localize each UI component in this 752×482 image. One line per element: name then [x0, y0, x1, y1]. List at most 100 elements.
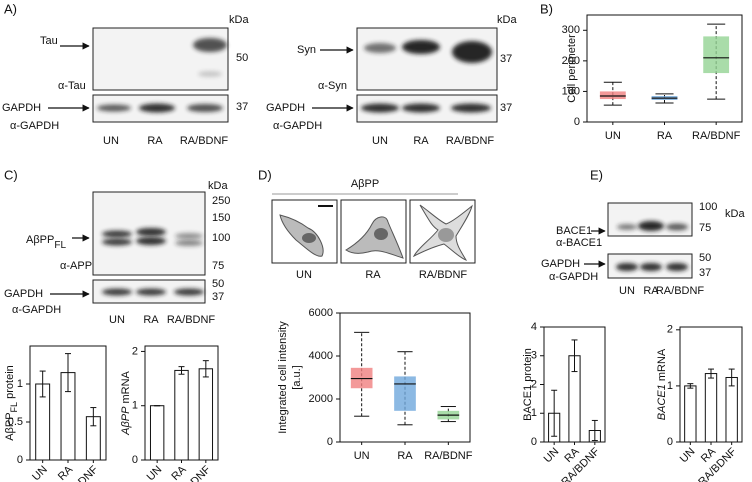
y-tick-label: 2000	[309, 393, 333, 405]
antibody: α-GAPDH	[273, 120, 322, 132]
band	[402, 40, 440, 54]
kda-label: kDa	[208, 180, 228, 192]
y-tick-label: 100	[562, 85, 580, 97]
band	[617, 224, 637, 230]
band	[175, 233, 203, 239]
y-axis-label-part: BACE1	[656, 384, 668, 420]
target-text: AβPP	[26, 234, 54, 246]
band	[666, 263, 688, 271]
image-title: AβPP	[351, 178, 379, 190]
y-axis-label-part: BACE1 protein	[522, 348, 534, 421]
band	[638, 221, 664, 231]
y-tick-label: 0.5	[8, 416, 23, 428]
y-axis-label: AβPPFL protein	[4, 365, 19, 441]
y-tick-label: 0	[17, 454, 23, 466]
y-tick-label: 0	[327, 436, 333, 448]
y-tick-label: 1	[531, 407, 537, 419]
chart: Cell perimeter 0 100 200 300 UN RA RA/BDNF	[562, 14, 743, 142]
y-tick-label: 0	[574, 116, 580, 128]
cell-nucleus	[374, 228, 388, 240]
y-tick-label: 3	[531, 350, 537, 362]
x-tick-label: RA	[169, 463, 189, 482]
band	[139, 103, 175, 113]
antibody: α-APP	[60, 260, 92, 272]
y-axis-label-part: AβPP	[120, 406, 132, 436]
lane-label: UN	[103, 135, 119, 147]
y-tick-label: 1	[132, 400, 138, 412]
band	[136, 228, 166, 236]
loading-target: GAPDH	[4, 288, 43, 300]
marker: 100	[212, 232, 230, 244]
blot-syn: kDa 37 37 Syn α-Syn GAPDH α-GAPDH UN RA …	[266, 14, 517, 147]
band	[136, 288, 166, 296]
x-tick-label: RA/BDNF	[696, 445, 739, 482]
y-axis-label-part: mRNA	[120, 370, 132, 406]
lane-label: RA	[143, 314, 159, 326]
bar	[704, 373, 718, 443]
target-sub: FL	[54, 240, 66, 251]
antibody: α-GAPDH	[549, 271, 598, 283]
x-tick-label: RA/BDNF	[424, 450, 473, 462]
bar	[174, 369, 189, 461]
box	[703, 36, 730, 74]
band	[102, 238, 132, 246]
bar	[149, 405, 165, 461]
y-axis-label: BACE1 mRNA	[656, 348, 668, 420]
antibody: α-GAPDH	[10, 120, 59, 132]
x-tick-label: UN	[354, 450, 370, 462]
image-label: RA/BDNF	[419, 269, 468, 281]
marker: 50	[699, 252, 711, 264]
y-axis-label-part: FL	[9, 402, 19, 413]
chart: Integrated cell intensity [a.u.] 0 2000 4000…	[277, 307, 473, 462]
loading-target: GAPDH	[2, 102, 41, 114]
y-axis-label-part: Cell perimeter	[566, 34, 578, 103]
blot-bace1: kDa 100 75 50 37 BACE1 α-BACE1 GAPDH α-G…	[541, 201, 745, 297]
cell-nucleus	[438, 228, 454, 242]
band	[175, 240, 203, 246]
marker: 50	[236, 52, 248, 64]
band	[451, 103, 491, 113]
y-axis-label-part: mRNA	[656, 348, 668, 384]
panel-label: B)	[540, 1, 553, 16]
lane-label: RA	[643, 285, 659, 297]
lane-label: RA/BDNF	[167, 314, 216, 326]
y-tick-label: 300	[562, 24, 580, 36]
lane-label: RA	[413, 135, 429, 147]
blot-image	[92, 27, 229, 91]
y-tick-label: 0	[667, 436, 673, 448]
y-axis-label: BACE1 protein	[522, 348, 534, 421]
lane-label: UN	[109, 314, 125, 326]
marker: 50	[212, 278, 224, 290]
y-tick-label: 4000	[309, 350, 333, 362]
kda-label: kDa	[725, 208, 745, 220]
marker: 250	[212, 195, 230, 207]
y-tick-label: 4	[531, 321, 537, 333]
marker: 100	[699, 201, 717, 213]
x-tick-label: RA/BDNF	[559, 445, 602, 482]
x-tick-label: UN	[145, 464, 165, 482]
lane-label: RA	[147, 135, 163, 147]
loading-target: GAPDH	[266, 102, 305, 114]
marker: 37	[500, 53, 512, 65]
y-axis-label-part: Integrated cell intensity	[277, 321, 289, 434]
x-tick-label: UN	[605, 130, 621, 142]
cell	[345, 216, 404, 259]
marker: 75	[212, 260, 224, 272]
band	[452, 41, 492, 63]
y-axis-label: [a.u.]	[291, 365, 303, 389]
panel-label: A)	[4, 1, 17, 16]
image-label: RA	[365, 269, 381, 281]
loading-target: GAPDH	[541, 258, 580, 270]
marker: 37	[500, 102, 512, 114]
bar	[684, 385, 697, 443]
lane-label: RA/BDNF	[446, 135, 495, 147]
x-tick-label: RA	[56, 463, 76, 482]
y-tick-label: 0	[132, 454, 138, 466]
panel-label: E)	[590, 167, 603, 182]
bar	[198, 368, 214, 461]
band	[193, 38, 227, 52]
